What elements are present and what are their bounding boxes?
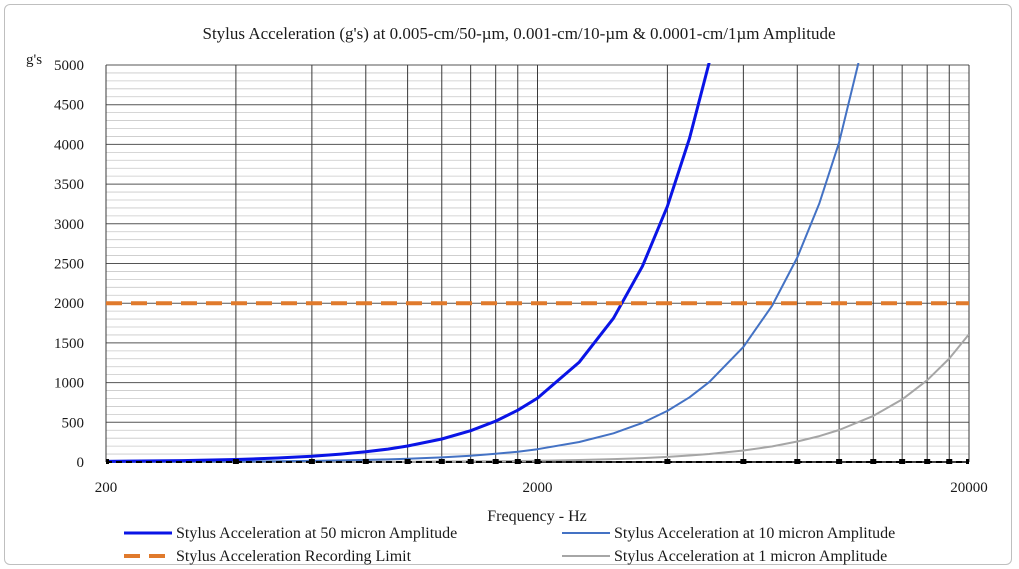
chart-title: Stylus Acceleration (g's) at 0.005-cm/50… <box>202 24 835 43</box>
legend-label: Stylus Acceleration at 50 micron Amplitu… <box>176 525 457 542</box>
series-marker <box>924 459 931 464</box>
series-marker <box>966 459 969 464</box>
series-marker <box>740 459 747 464</box>
series-marker <box>899 459 906 464</box>
series-marker <box>946 459 953 464</box>
y-tick-labels: 0 500 1000 1500 2000 2500 3000 3500 4000 4500 5000 <box>54 58 84 471</box>
legend-label: Stylus Acceleration at 1 micron Amplitud… <box>614 548 887 565</box>
series-marker <box>514 459 521 464</box>
y-tick-label: 2500 <box>54 257 84 273</box>
y-tick-label: 1000 <box>54 376 84 392</box>
series-marker <box>362 459 369 464</box>
series-marker <box>794 459 801 464</box>
series-clip-group <box>106 63 969 464</box>
legend-label: Stylus Acceleration at 10 micron Amplitu… <box>614 525 895 542</box>
legend: Stylus Acceleration at 50 micron Amplitu… <box>124 525 895 565</box>
y-tick-label: 1500 <box>54 336 84 352</box>
y-tick-label: 4000 <box>54 137 84 153</box>
y-tick-label: 3500 <box>54 177 84 193</box>
y-axis-label: g's <box>26 52 42 68</box>
x-tick-label: 2000 <box>523 480 553 496</box>
series-line-1 <box>106 63 711 463</box>
series-marker <box>106 459 109 464</box>
x-tick-label: 200 <box>95 480 118 496</box>
y-tick-label: 4500 <box>54 98 84 114</box>
plot-series <box>106 63 969 464</box>
x-axis-label: Frequency - Hz <box>487 508 587 525</box>
y-tick-label: 0 <box>77 455 85 471</box>
series-line-2 <box>106 63 860 463</box>
y-tick-label: 2000 <box>54 296 84 312</box>
legend-label: Stylus Acceleration Recording Limit <box>176 548 412 565</box>
series-marker <box>404 459 411 464</box>
y-tick-label: 500 <box>62 415 85 431</box>
chart-frame <box>4 4 1012 565</box>
series-marker <box>467 459 474 464</box>
series-marker <box>870 459 877 464</box>
x-tick-labels: 200 2000 20000 <box>95 480 988 496</box>
series-marker <box>664 459 671 464</box>
series-marker <box>534 459 541 464</box>
grid <box>105 64 970 463</box>
series-marker <box>308 459 315 464</box>
series-marker <box>492 459 499 464</box>
series-line-4 <box>106 333 969 463</box>
series-marker <box>232 459 239 464</box>
x-tick-label: 20000 <box>950 480 988 496</box>
y-tick-label: 5000 <box>54 58 84 74</box>
series-marker <box>836 459 843 464</box>
series-marker <box>438 459 445 464</box>
y-tick-label: 3000 <box>54 217 84 233</box>
